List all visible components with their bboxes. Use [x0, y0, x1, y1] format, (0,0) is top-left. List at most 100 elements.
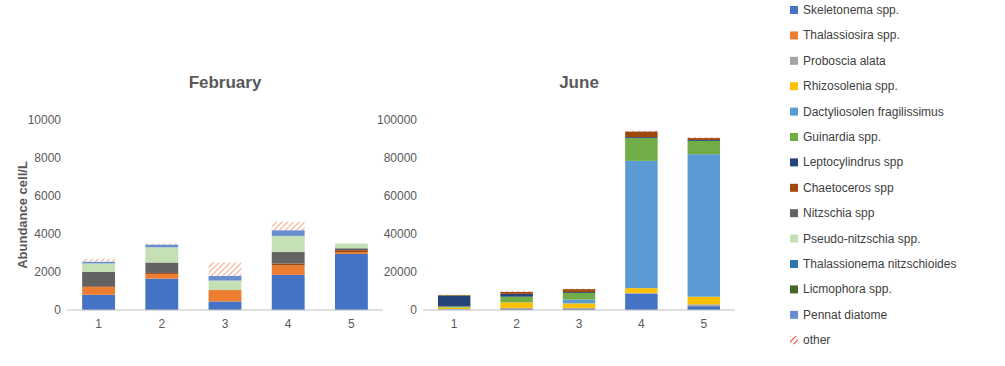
bar-segment: [438, 295, 470, 296]
legend-swatch: [790, 31, 798, 39]
bar-segment: [688, 138, 720, 139]
y-tick: [420, 196, 423, 197]
bar-segment: [500, 297, 532, 303]
figure: FebruaryAbundance cell/L0200040006000800…: [0, 0, 1005, 366]
bar-segment: [563, 289, 595, 290]
y-tick-label: 100000: [377, 113, 417, 127]
bar-segment: [563, 288, 595, 289]
bar-segment: [500, 291, 532, 292]
legend-label: Chaetoceros spp: [803, 181, 894, 195]
x-tick-label: 4: [638, 317, 645, 331]
bar-segment: [209, 263, 242, 276]
bar-segment: [335, 243, 368, 244]
bar-segment: [688, 138, 720, 139]
bar-segment: [82, 263, 115, 272]
legend-swatch: [790, 6, 798, 14]
bar-segment: [82, 287, 115, 288]
y-tick: [420, 310, 423, 311]
y-tick: [64, 196, 67, 197]
chart-title: February: [189, 73, 262, 92]
bar-segment: [688, 138, 720, 139]
legend-swatch: [790, 260, 798, 268]
bar-segment: [438, 295, 470, 296]
legend-label: Thalassionema nitzschioides: [803, 257, 956, 271]
bar-segment: [209, 281, 242, 291]
bar-segment: [563, 300, 595, 304]
bar-segment: [563, 289, 595, 290]
x-tick-label: 2: [158, 317, 165, 331]
bar-segment: [145, 273, 178, 274]
bar-segment: [563, 289, 595, 290]
bar-segment: [145, 273, 178, 274]
bar-segment: [500, 294, 532, 297]
bar-segment: [335, 243, 368, 244]
bar-segment: [500, 291, 532, 292]
legend-swatch: [790, 285, 798, 293]
bar-segment: [82, 272, 115, 286]
bar-segment: [625, 131, 657, 137]
bar-segment: [145, 263, 178, 273]
bar-segment: [563, 289, 595, 292]
x-tick-label: 3: [222, 317, 229, 331]
bar-segment: [500, 291, 532, 292]
bar-segment: [145, 273, 178, 274]
bar-segment: [500, 291, 532, 292]
bar-segment: [625, 131, 657, 132]
chart-0: FebruaryAbundance cell/L0200040006000800…: [15, 73, 383, 331]
bar-segment: [438, 294, 470, 295]
legend-swatch: [790, 108, 798, 116]
chart-title: June: [559, 73, 599, 92]
bar-segment: [500, 291, 532, 292]
bar-segment: [82, 287, 115, 288]
bar-segment: [272, 263, 305, 265]
bar-segment: [500, 302, 532, 308]
bar-segment: [209, 301, 242, 310]
bar-segment: [82, 287, 115, 295]
legend-label: Nitzschia spp: [803, 206, 875, 220]
legend-swatch: [790, 209, 798, 217]
bar-segment: [82, 259, 115, 262]
bar-segment: [625, 288, 657, 293]
bar-segment: [625, 131, 657, 132]
bar-segment: [145, 273, 178, 274]
bar-segment: [688, 137, 720, 139]
legend-swatch: [790, 311, 798, 319]
y-tick-label: 10000: [28, 113, 62, 127]
y-tick: [64, 158, 67, 159]
bar-segment: [145, 274, 178, 279]
bar-segment: [438, 308, 470, 310]
bar-segment: [688, 138, 720, 139]
bar-segment: [335, 244, 368, 249]
bar-segment: [563, 309, 595, 310]
bar-segment: [688, 297, 720, 305]
bar-segment: [335, 252, 368, 254]
legend-swatch: [790, 82, 798, 90]
bar-segment: [625, 131, 657, 132]
bar-segment: [625, 293, 657, 294]
x-tick-label: 1: [95, 317, 102, 331]
legend-label: Leptocylindrus spp: [803, 155, 903, 169]
bar-segment: [335, 250, 368, 252]
y-axis-label: Abundance cell/L: [15, 161, 30, 269]
bar-segment: [82, 295, 115, 310]
y-tick: [420, 158, 423, 159]
y-tick: [420, 120, 423, 121]
y-tick-label: 60000: [384, 189, 418, 203]
bar-segment: [209, 290, 242, 301]
x-axis: [423, 310, 735, 311]
bar-segment: [625, 131, 657, 132]
bar-segment: [145, 247, 178, 262]
chart-1: June02000040000600008000010000012345: [377, 73, 735, 331]
bar-segment: [438, 307, 470, 308]
legend-swatch: [790, 184, 798, 192]
bar-segment: [438, 295, 470, 297]
bar-segment: [625, 138, 657, 161]
legend: Skeletonema spp.Thalassiosira spp.Probos…: [790, 3, 956, 347]
bar-segment: [625, 161, 657, 288]
bars: [438, 131, 720, 310]
bar-segment: [438, 306, 470, 307]
bar-segment: [688, 306, 720, 310]
y-tick-label: 8000: [34, 151, 61, 165]
bar-segment: [272, 275, 305, 310]
y-tick: [64, 310, 67, 311]
